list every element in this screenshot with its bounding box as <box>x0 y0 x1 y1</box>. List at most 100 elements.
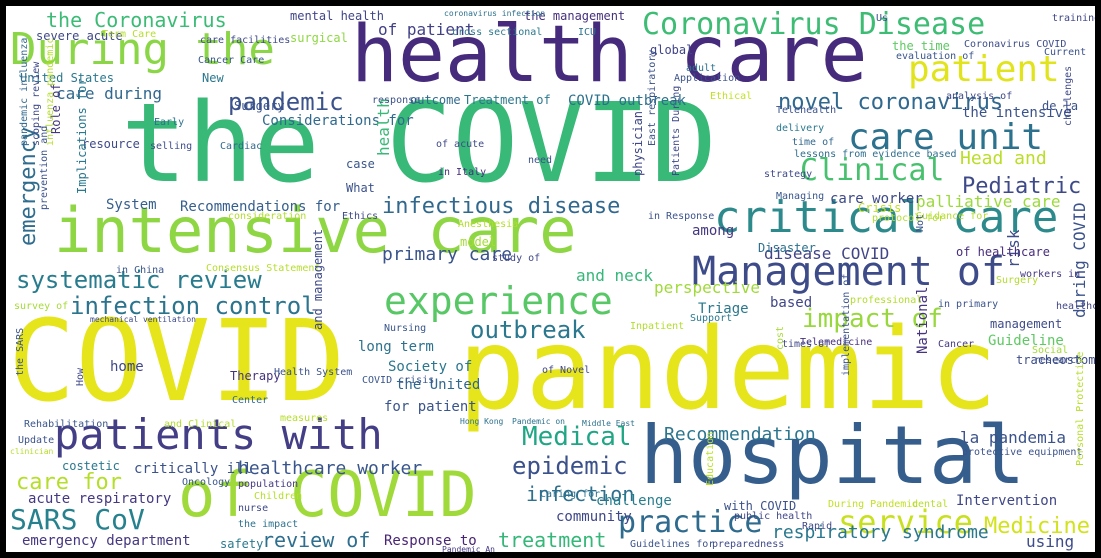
word-cloud-term: care worker <box>830 191 923 207</box>
word-cloud-term: of healthcare <box>956 245 1050 259</box>
word-cloud-term: Management of <box>692 249 1006 295</box>
word-cloud-term: the impact <box>238 519 299 530</box>
word-cloud-term: During the <box>10 24 275 75</box>
word-cloud-term: delivery <box>776 123 825 134</box>
word-cloud-term: preparedness <box>712 539 785 550</box>
word-cloud-term: case <box>346 157 375 171</box>
word-cloud-term: Recommendation <box>664 424 816 445</box>
word-cloud-term: Triage <box>698 301 749 317</box>
word-cloud-term: using <box>1026 532 1075 551</box>
word-cloud-term: physician <box>631 110 645 176</box>
word-cloud-term: healthcare worker <box>238 458 423 479</box>
word-cloud-term: Therapy <box>230 369 281 383</box>
word-cloud-term: Consensus Statement <box>206 263 321 274</box>
word-cloud-term: health <box>374 98 393 156</box>
word-cloud-term: and management <box>311 228 325 330</box>
word-cloud-term: patients with <box>54 410 383 459</box>
word-cloud-term: patient <box>908 49 1060 90</box>
word-cloud-term: of COVID <box>178 458 477 531</box>
word-cloud-term: COVID crisis <box>362 375 435 386</box>
word-cloud-term: mental health <box>290 9 384 23</box>
word-cloud-term: Ethical <box>710 91 753 102</box>
word-cloud-term: intensive care <box>54 194 577 267</box>
word-cloud-term: need <box>528 155 553 166</box>
word-cloud-term: Surgery <box>996 275 1039 286</box>
word-cloud-term: Personal Protective <box>1075 351 1086 466</box>
word-cloud-term: practice <box>618 505 763 540</box>
word-cloud-term: healthcare <box>1056 301 1095 312</box>
word-cloud-term: care for <box>16 470 122 495</box>
word-cloud-term: systematic review <box>16 266 262 294</box>
word-cloud-term: Children <box>254 491 303 502</box>
word-cloud-term: New <box>202 71 224 85</box>
word-cloud-term: hospital <box>640 409 1026 502</box>
word-cloud-term: Cardiac <box>220 141 263 152</box>
word-cloud-term: home <box>110 359 144 375</box>
word-cloud-term: population <box>238 479 299 490</box>
word-cloud-term: Anesthesia <box>458 219 519 230</box>
word-cloud-term: pandemic influenza <box>19 37 30 146</box>
word-cloud-term: Inpatient <box>630 321 685 332</box>
word-cloud-term: During Pandemic <box>828 499 919 510</box>
word-cloud-term: model <box>460 235 497 249</box>
word-cloud-term: workers in <box>1020 269 1081 280</box>
word-cloud-term: in primary <box>938 299 999 310</box>
word-cloud-term: of Novel <box>542 365 591 376</box>
word-cloud-term: Nursing <box>384 323 427 334</box>
word-cloud-term: Telemedicine <box>800 337 873 348</box>
word-cloud-term: research <box>1034 355 1083 366</box>
word-cloud-term: based <box>770 295 813 311</box>
word-cloud-term: surgical <box>290 31 348 45</box>
word-cloud-term: the Coronavirus <box>46 8 227 32</box>
word-cloud-term: cross sectional <box>452 27 543 38</box>
word-cloud-term: challenges <box>1063 65 1074 126</box>
word-cloud-term: professional <box>850 295 923 306</box>
word-cloud-term: SARS CoV <box>10 503 145 536</box>
word-cloud-term: community <box>556 509 632 525</box>
word-cloud-term: severe acute <box>36 29 123 43</box>
word-cloud-term: Health System <box>274 367 353 378</box>
word-cloud-term: in China <box>116 265 165 276</box>
word-cloud-term: Center <box>232 395 269 406</box>
word-cloud-term: service <box>838 503 973 541</box>
word-cloud-term: Clinical <box>800 153 945 188</box>
word-cloud-term: training <box>1052 13 1095 24</box>
word-cloud-term: ICU <box>578 27 597 38</box>
word-cloud-term: study of <box>492 253 541 264</box>
word-cloud-term: the COVID <box>121 79 718 207</box>
word-cloud-term: long term <box>358 339 434 355</box>
word-cloud-term: Oncology <box>182 477 231 488</box>
word-cloud-term: treatment <box>498 528 607 552</box>
word-cloud-term: pandemic <box>228 88 344 116</box>
word-cloud-term: evaluation of <box>896 51 975 62</box>
word-cloud-term: infectious disease <box>382 194 621 219</box>
word-cloud-term: mechanical ventilation <box>90 315 196 324</box>
word-cloud-term: East respiratory <box>647 49 658 146</box>
word-cloud-term: Us <box>876 13 889 24</box>
word-cloud-term: Society of <box>388 359 473 375</box>
word-cloud-term: infection control <box>70 292 316 320</box>
word-cloud-term: Patients During <box>671 85 682 176</box>
word-cloud-term: Early <box>154 117 185 128</box>
word-cloud-term: Medicine <box>984 514 1090 539</box>
word-cloud-term: the SARS <box>15 327 26 376</box>
word-cloud-term: Pandemic on <box>512 417 565 426</box>
word-cloud-term: and Clinical <box>164 419 237 430</box>
word-cloud-term: Telehealth <box>776 105 837 116</box>
word-cloud-term: infection <box>526 482 635 506</box>
word-cloud-term: novel coronavirus <box>778 90 1004 115</box>
word-cloud-term: safety <box>220 537 264 551</box>
word-cloud-term: selling <box>150 141 193 152</box>
word-cloud-term: Crisis <box>858 201 902 215</box>
word-cloud-term: critical care <box>714 192 1059 243</box>
word-cloud-term: emergency department <box>22 533 191 549</box>
word-cloud-term: Coronavirus Disease <box>642 7 986 42</box>
word-cloud-term: coronavirus infection <box>444 9 546 18</box>
word-cloud-term: measures <box>280 413 329 424</box>
word-cloud-term: What <box>346 181 375 195</box>
word-cloud: COVID pandemic the COVID health care hospita… <box>6 6 1095 552</box>
word-cloud-term: resource <box>82 137 140 151</box>
word-cloud-term: Guidance for <box>916 211 989 222</box>
word-cloud-term: of patient <box>378 20 475 39</box>
word-cloud-term: disease COVID <box>764 244 890 263</box>
